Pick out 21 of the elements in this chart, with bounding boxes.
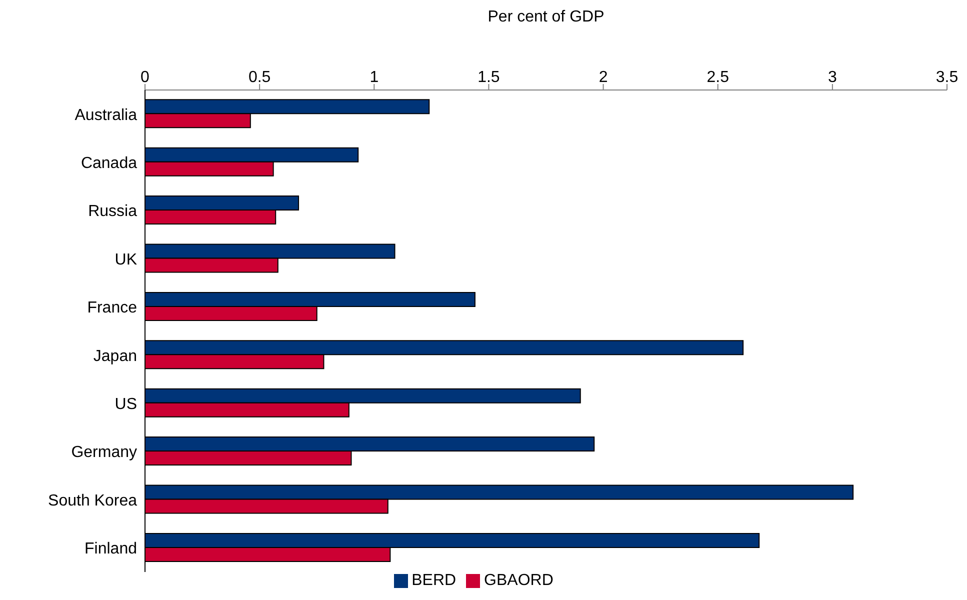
y-tick-label: Finland	[84, 540, 137, 558]
y-tick-label: US	[114, 396, 137, 413]
y-tick-label: Japan	[93, 348, 137, 365]
y-tick-label: Canada	[80, 154, 138, 172]
y-tick-label: Russia	[88, 203, 138, 220]
x-tick-label: 3	[828, 69, 837, 86]
legend-label: BERD	[412, 572, 456, 589]
x-tick-label: 0.5	[248, 69, 271, 86]
x-tick-label: 1.5	[478, 69, 500, 86]
x-tick-label: 3.5	[936, 69, 958, 86]
x-tick-label: 0	[140, 69, 150, 86]
y-tick-label: Germany	[71, 444, 137, 462]
y-tick-label: South Korea	[48, 492, 138, 510]
x-tick-label: 2	[598, 69, 608, 86]
x-tick-label: 1	[370, 69, 379, 86]
y-tick-label: UK	[114, 251, 138, 268]
y-tick-label: Australia	[74, 106, 138, 124]
y-tick-label: France	[87, 300, 138, 317]
x-tick-label: 2.5	[706, 69, 730, 86]
legend-label: GBAORD	[484, 572, 554, 589]
x-axis-title: Per cent of GDP	[488, 8, 604, 26]
